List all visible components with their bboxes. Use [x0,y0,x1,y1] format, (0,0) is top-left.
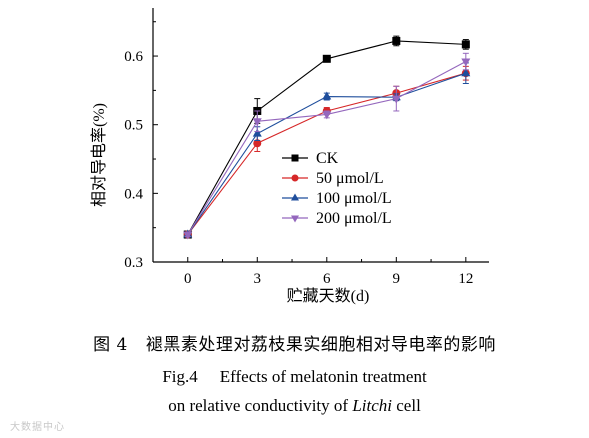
data-point [322,91,332,100]
x-tick-label-3: 3 [254,271,262,287]
x-tick-label-0: 0 [184,271,192,287]
y-tick-label-0.3: 0.3 [124,255,143,271]
data-point [391,95,401,104]
data-point [252,128,262,137]
legend-marker-2 [291,174,299,182]
x-axis-title: 贮藏天数(d) [287,287,370,305]
caption-english-line-1: Fig.4 Effects of melatonin treatment [0,367,589,387]
data-point [392,36,401,45]
legend-label-2: 50 μmol/L [316,170,384,187]
series-1 [183,35,470,239]
legend-marker-4 [291,215,299,223]
y-axis-title: 相对导电率(%) [90,103,108,207]
caption-title-en-italic: Litchi [352,396,392,415]
series-4 [183,52,471,240]
x-tick-label-6: 6 [323,271,331,287]
data-point [322,54,331,63]
caption-chinese: 图 4 褪黑素处理对荔枝果实细胞相对导电率的影响 [0,330,589,355]
caption-title-en-suffix: cell [392,396,421,415]
y-tick-label-0.5: 0.5 [124,118,143,134]
data-point [461,40,470,49]
legend-label-4: 200 μmol/L [316,210,392,227]
caption-title-en-prefix: on relative conductivity of [168,396,353,415]
axes: 0 3 6 9 12 0.3 0.4 0.5 0.6 [124,8,489,287]
series-layer [183,35,471,240]
data-point [252,118,262,127]
x-tick-label-12: 12 [458,271,473,287]
data-point [183,231,193,240]
y-tick-label-0.4: 0.4 [124,186,143,202]
data-point [253,139,262,148]
legend-label-3: 100 μmol/L [316,190,392,207]
legend-label-1: CK [316,150,339,167]
caption-english-line-2: on relative conductivity of Litchi cell [0,396,589,416]
line-chart: 0 3 6 9 12 0.3 0.4 0.5 0.6 CK 50 μmol/L 100 μmol/L… [90,8,489,305]
caption-title-zh: 褪黑素处理对荔枝果实细胞相对导电率的影响 [145,335,496,355]
data-point [461,68,471,77]
caption-figure-number-zh: 图 4 [93,335,128,355]
caption-title-en-line-1: Effects of melatonin treatment [219,367,427,386]
x-tick-label-9: 9 [393,271,401,287]
watermark: 大数据中心 [10,422,65,433]
legend-marker-3 [291,193,299,201]
data-point [322,111,332,120]
data-point [461,58,471,67]
legend-marker-1 [291,154,299,162]
y-tick-label-0.6: 0.6 [124,49,143,65]
caption-figure-number-en: Fig.4 [162,367,198,386]
legend: CK 50 μmol/L 100 μmol/L 200 μmol/L [282,150,392,227]
